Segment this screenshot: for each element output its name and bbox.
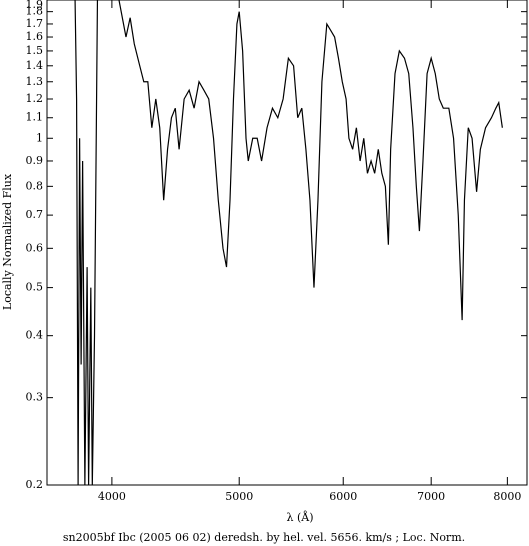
y-tick-label: 0.2 <box>26 478 44 491</box>
y-tick-label: 0.4 <box>26 329 44 342</box>
y-tick-label: 1.6 <box>26 30 44 43</box>
y-tick-label: 1.5 <box>26 44 44 57</box>
x-tick-label: 8000 <box>493 490 521 503</box>
y-tick-label: 1.9 <box>26 0 44 11</box>
spectrum-line <box>74 0 503 486</box>
x-tick-label: 7000 <box>417 490 445 503</box>
y-tick-label: 1.3 <box>26 75 44 88</box>
x-tick-label: 6000 <box>329 490 357 503</box>
y-tick-label: 0.7 <box>26 208 44 221</box>
y-tick-label: 0.6 <box>26 241 44 254</box>
y-tick-label: 1.1 <box>26 111 44 124</box>
x-tick-label: 4000 <box>98 490 126 503</box>
y-tick-label: 1.2 <box>26 92 44 105</box>
y-axis-label: Locally Normalized Flux <box>1 173 14 310</box>
y-tick-label: 1.7 <box>26 17 44 30</box>
y-tick-label: 0.8 <box>26 179 44 192</box>
y-tick-label: 0.3 <box>26 391 44 404</box>
x-tick-label: 5000 <box>225 490 253 503</box>
caption: sn2005bf Ibc (2005 06 02) deredsh. by he… <box>63 531 465 544</box>
y-tick-label: 1.8 <box>26 5 44 18</box>
y-tick-label: 0.5 <box>26 281 44 294</box>
plot-frame <box>46 0 528 486</box>
y-tick-label: 1 <box>36 131 43 144</box>
y-tick-label: 0.9 <box>26 154 44 167</box>
x-axis-label: λ (Å) <box>287 510 314 524</box>
y-tick-label: 1.4 <box>26 59 44 72</box>
